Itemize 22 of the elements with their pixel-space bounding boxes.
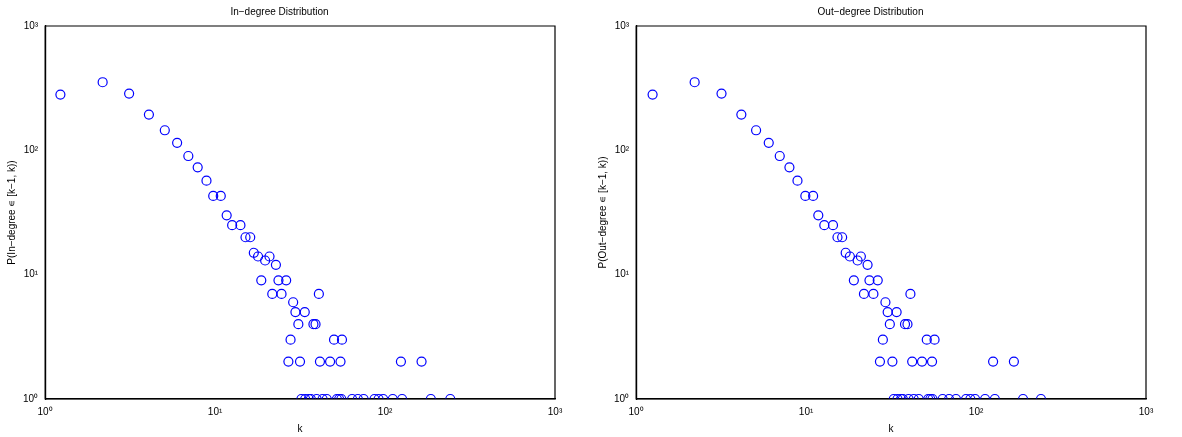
y-tick-label: 10²	[614, 144, 630, 156]
x-tick-label: 10⁰	[37, 405, 53, 417]
x-tick-label: 10³	[1138, 405, 1154, 417]
y-tick-label: 10³	[23, 19, 39, 31]
chart-title: Out−degree Distribution	[817, 5, 924, 17]
chart-title: In−degree Distribution	[230, 5, 329, 17]
y-axis-title: P(In−degree ∊ [k−1, k))	[5, 160, 17, 265]
x-tick-label: 10⁰	[628, 405, 644, 417]
y-tick-label: 10⁰	[23, 392, 39, 404]
x-tick-label: 10¹	[207, 405, 223, 417]
x-tick-label: 10²	[968, 405, 984, 417]
y-tick-label: 10³	[614, 19, 630, 31]
y-axis-title: P(Out−degree ∊ [k−1, k))	[596, 156, 608, 269]
x-tick-label: 10²	[377, 405, 393, 417]
x-axis-title: k	[888, 422, 895, 434]
x-axis-title: k	[297, 422, 304, 434]
x-tick-label: 10¹	[798, 405, 814, 417]
y-tick-label: 10²	[23, 144, 39, 156]
y-tick-label: 10⁰	[614, 392, 630, 404]
x-tick-label: 10³	[547, 405, 563, 417]
y-tick-label: 10¹	[614, 268, 630, 280]
y-tick-label: 10¹	[23, 268, 39, 280]
